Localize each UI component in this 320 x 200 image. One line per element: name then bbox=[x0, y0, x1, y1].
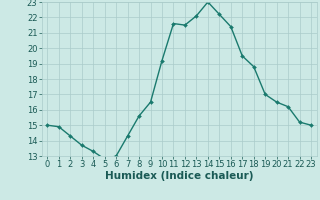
X-axis label: Humidex (Indice chaleur): Humidex (Indice chaleur) bbox=[105, 171, 253, 181]
